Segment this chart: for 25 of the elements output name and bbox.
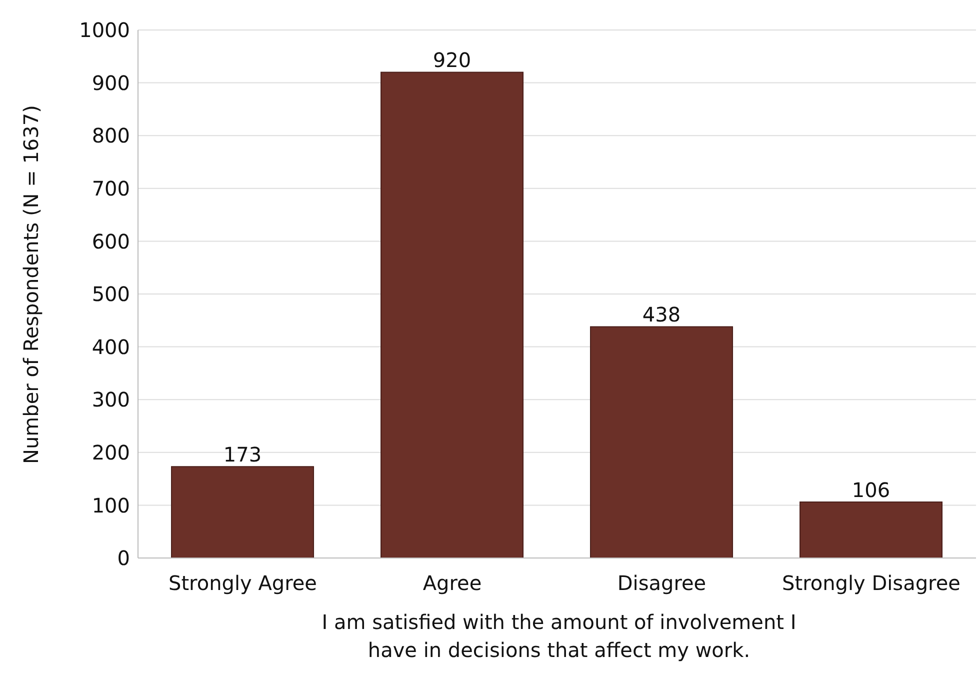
y-tick-label: 400 (92, 334, 130, 359)
data-label: 438 (642, 302, 681, 327)
y-tick-label: 100 (92, 493, 130, 518)
x-tick-label: Agree (422, 571, 482, 596)
x-tick-label: Disagree (617, 571, 706, 596)
y-tick-label: 300 (92, 388, 130, 412)
data-label: 106 (852, 478, 890, 502)
y-tick-label: 700 (92, 176, 130, 200)
x-axis-title: I am satisfied with the amount of involvement I have in decisions that affect my work. (320, 609, 798, 664)
y-axis-title: Number of Respondents (N = 1637) (19, 105, 44, 464)
y-tick-label: 900 (92, 70, 130, 95)
bar (590, 326, 734, 558)
bar (800, 502, 943, 558)
y-tick-label: 500 (92, 282, 130, 306)
bar (380, 72, 524, 558)
y-tick-label: 200 (92, 440, 130, 464)
bar (171, 466, 314, 558)
x-tick-label: Strongly Disagree (782, 571, 960, 596)
y-tick-label: 1000 (79, 18, 130, 42)
data-label: 920 (432, 48, 472, 72)
y-tick-label: 600 (92, 229, 130, 254)
data-label: 173 (223, 442, 262, 467)
x-tick-label: Strongly Agree (168, 571, 317, 596)
y-tick-label: 0 (117, 546, 130, 570)
y-tick-label: 800 (92, 124, 130, 148)
